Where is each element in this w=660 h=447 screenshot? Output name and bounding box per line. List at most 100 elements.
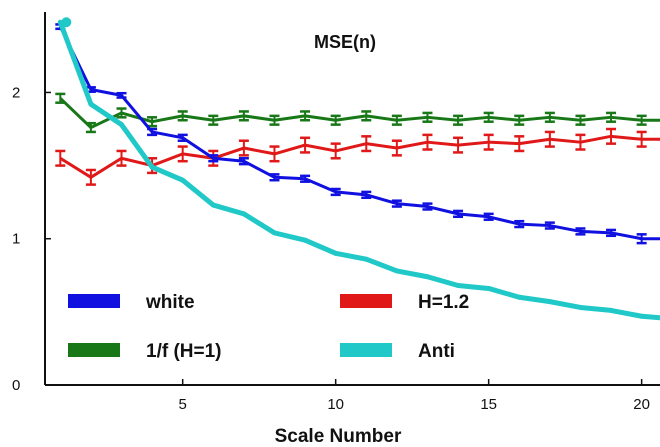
series-line <box>59 134 660 179</box>
series-h-1-2 <box>55 127 660 186</box>
data-point <box>363 256 369 262</box>
error-bar <box>177 145 188 163</box>
error-bar <box>422 111 433 123</box>
series-layer <box>55 17 660 321</box>
error-bar <box>85 121 96 134</box>
series-line <box>57 21 660 321</box>
error-bar <box>514 135 525 153</box>
error-bar <box>361 135 372 153</box>
error-bar <box>606 127 617 145</box>
error-bar <box>300 174 311 183</box>
series-white <box>55 23 660 245</box>
error-bar <box>453 136 464 154</box>
data-point <box>608 307 614 313</box>
error-bar <box>238 139 249 157</box>
error-bar <box>300 110 311 122</box>
data-point-start <box>61 17 72 28</box>
legend-label: Anti <box>418 341 455 362</box>
error-bar <box>55 92 66 104</box>
error-bar <box>147 127 158 137</box>
legend-swatch <box>68 343 120 357</box>
y-tick-label: 0 <box>12 377 20 394</box>
error-bar <box>269 114 280 126</box>
data-point <box>577 304 583 310</box>
error-bar <box>300 136 311 154</box>
x-axis-label: Scale Number <box>275 426 402 447</box>
legend-item: 1/f (H=1) <box>68 341 222 362</box>
legend-item: Anti <box>340 341 455 362</box>
error-bar <box>269 145 280 163</box>
data-point <box>118 122 124 128</box>
error-bar <box>544 130 555 148</box>
error-bar <box>575 227 586 236</box>
error-bar <box>238 110 249 122</box>
chart-title: MSE(n) <box>314 32 376 52</box>
error-bar <box>116 107 127 119</box>
data-point <box>241 211 247 217</box>
data-point <box>394 268 400 274</box>
legend-label: H=1.2 <box>418 292 469 313</box>
y-tick-label: 2 <box>12 84 20 101</box>
legend-swatch <box>340 294 392 308</box>
error-bar <box>177 110 188 122</box>
error-bar <box>269 173 280 182</box>
error-bar <box>238 157 249 166</box>
axes: 0 1 2 5 10 15 20 <box>12 12 660 413</box>
data-point <box>486 285 492 291</box>
legend: white H=1.2 1/f (H=1) Anti <box>68 292 469 362</box>
error-bar <box>391 139 402 157</box>
error-bar <box>606 111 617 123</box>
error-bar <box>361 190 372 200</box>
error-bar <box>391 114 402 126</box>
error-bar <box>636 130 647 148</box>
x-tick-label: 5 <box>179 396 187 413</box>
error-bar <box>544 221 555 230</box>
error-bar <box>483 133 494 151</box>
error-bar <box>514 219 525 229</box>
error-bar <box>208 114 219 126</box>
error-bar <box>575 114 586 126</box>
error-bar <box>116 91 127 99</box>
legend-label: 1/f (H=1) <box>146 341 222 362</box>
series-line <box>58 25 660 241</box>
error-bar <box>361 110 372 122</box>
x-tick-label: 15 <box>480 396 497 413</box>
error-bar <box>177 133 188 142</box>
data-point <box>547 299 553 305</box>
error-bar <box>208 154 219 163</box>
error-bar <box>85 168 96 186</box>
x-tick-label: 10 <box>327 396 344 413</box>
error-bar <box>453 209 464 219</box>
error-bar <box>606 228 617 238</box>
legend-swatch <box>340 343 392 357</box>
error-bar <box>391 199 402 208</box>
legend-swatch <box>68 294 120 308</box>
series-line <box>59 97 660 130</box>
data-point <box>271 230 277 236</box>
legend-label: white <box>145 292 195 313</box>
error-bar <box>330 187 341 197</box>
data-point <box>302 237 308 243</box>
legend-item: white <box>68 292 195 313</box>
error-bar <box>483 111 494 123</box>
error-bar <box>55 149 66 167</box>
error-bar <box>422 133 433 151</box>
error-bar <box>636 233 647 245</box>
error-bar <box>636 114 647 126</box>
data-point <box>88 101 94 107</box>
y-tick-label: 1 <box>12 231 20 248</box>
error-bar <box>453 114 464 126</box>
legend-item: H=1.2 <box>340 292 469 313</box>
error-bar <box>330 142 341 160</box>
data-point <box>639 313 645 319</box>
error-bar <box>116 149 127 167</box>
data-point <box>210 202 216 208</box>
x-tick-label: 20 <box>633 396 650 413</box>
data-point <box>149 164 155 170</box>
data-point <box>333 250 339 256</box>
error-bar <box>422 202 433 211</box>
error-bar <box>544 111 555 123</box>
error-bar <box>330 114 341 126</box>
error-bar <box>575 133 586 151</box>
